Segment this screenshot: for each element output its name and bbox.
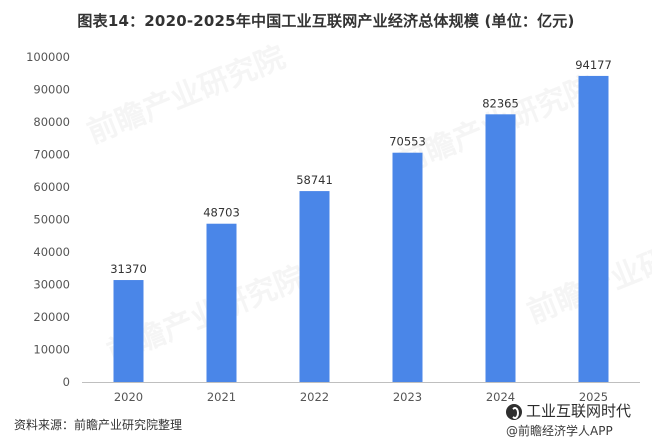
y-tick-label: 50000 — [33, 213, 70, 227]
y-tick-label: 80000 — [33, 115, 70, 129]
bar — [392, 152, 423, 382]
brand-badge: 工业互联网时代 @前瞻经济学人APP — [506, 400, 646, 440]
y-tick-label: 40000 — [33, 245, 70, 259]
y-tick-label: 90000 — [33, 83, 70, 97]
y-tick-label: 0 — [63, 375, 70, 389]
brand-name: 工业互联网时代 — [526, 402, 632, 420]
y-tick-label: 20000 — [33, 310, 70, 324]
y-tick-label: 60000 — [33, 180, 70, 194]
y-tick-label: 10000 — [33, 343, 70, 357]
source-note: 资料来源：前瞻产业研究院整理 — [14, 418, 183, 432]
bar — [485, 114, 516, 382]
chart-title: 图表14：2020-2025年中国工业互联网产业经济总体规模 (单位：亿元) — [77, 12, 575, 30]
data-label: 31370 — [110, 262, 147, 276]
y-tick-label: 100000 — [26, 50, 70, 64]
bar — [578, 75, 609, 383]
x-tick-label: 2020 — [114, 390, 143, 404]
brand-subtitle: @前瞻经济学人APP — [506, 424, 613, 438]
data-label: 48703 — [203, 206, 240, 220]
x-tick-label: 2022 — [300, 390, 329, 404]
bar — [206, 223, 237, 382]
bar — [113, 280, 144, 382]
x-tick-label: 2021 — [207, 390, 236, 404]
wechat-icon — [506, 404, 522, 420]
x-tick-label: 2025 — [579, 390, 608, 404]
x-tick-label: 2024 — [486, 390, 515, 404]
data-label: 94177 — [575, 58, 612, 72]
data-label: 70553 — [389, 135, 426, 149]
y-tick-label: 70000 — [33, 148, 70, 162]
bar — [299, 191, 330, 382]
x-tick-label: 2023 — [393, 390, 422, 404]
y-tick-label: 30000 — [33, 278, 70, 292]
data-label: 58741 — [296, 173, 333, 187]
data-label: 82365 — [482, 96, 519, 110]
